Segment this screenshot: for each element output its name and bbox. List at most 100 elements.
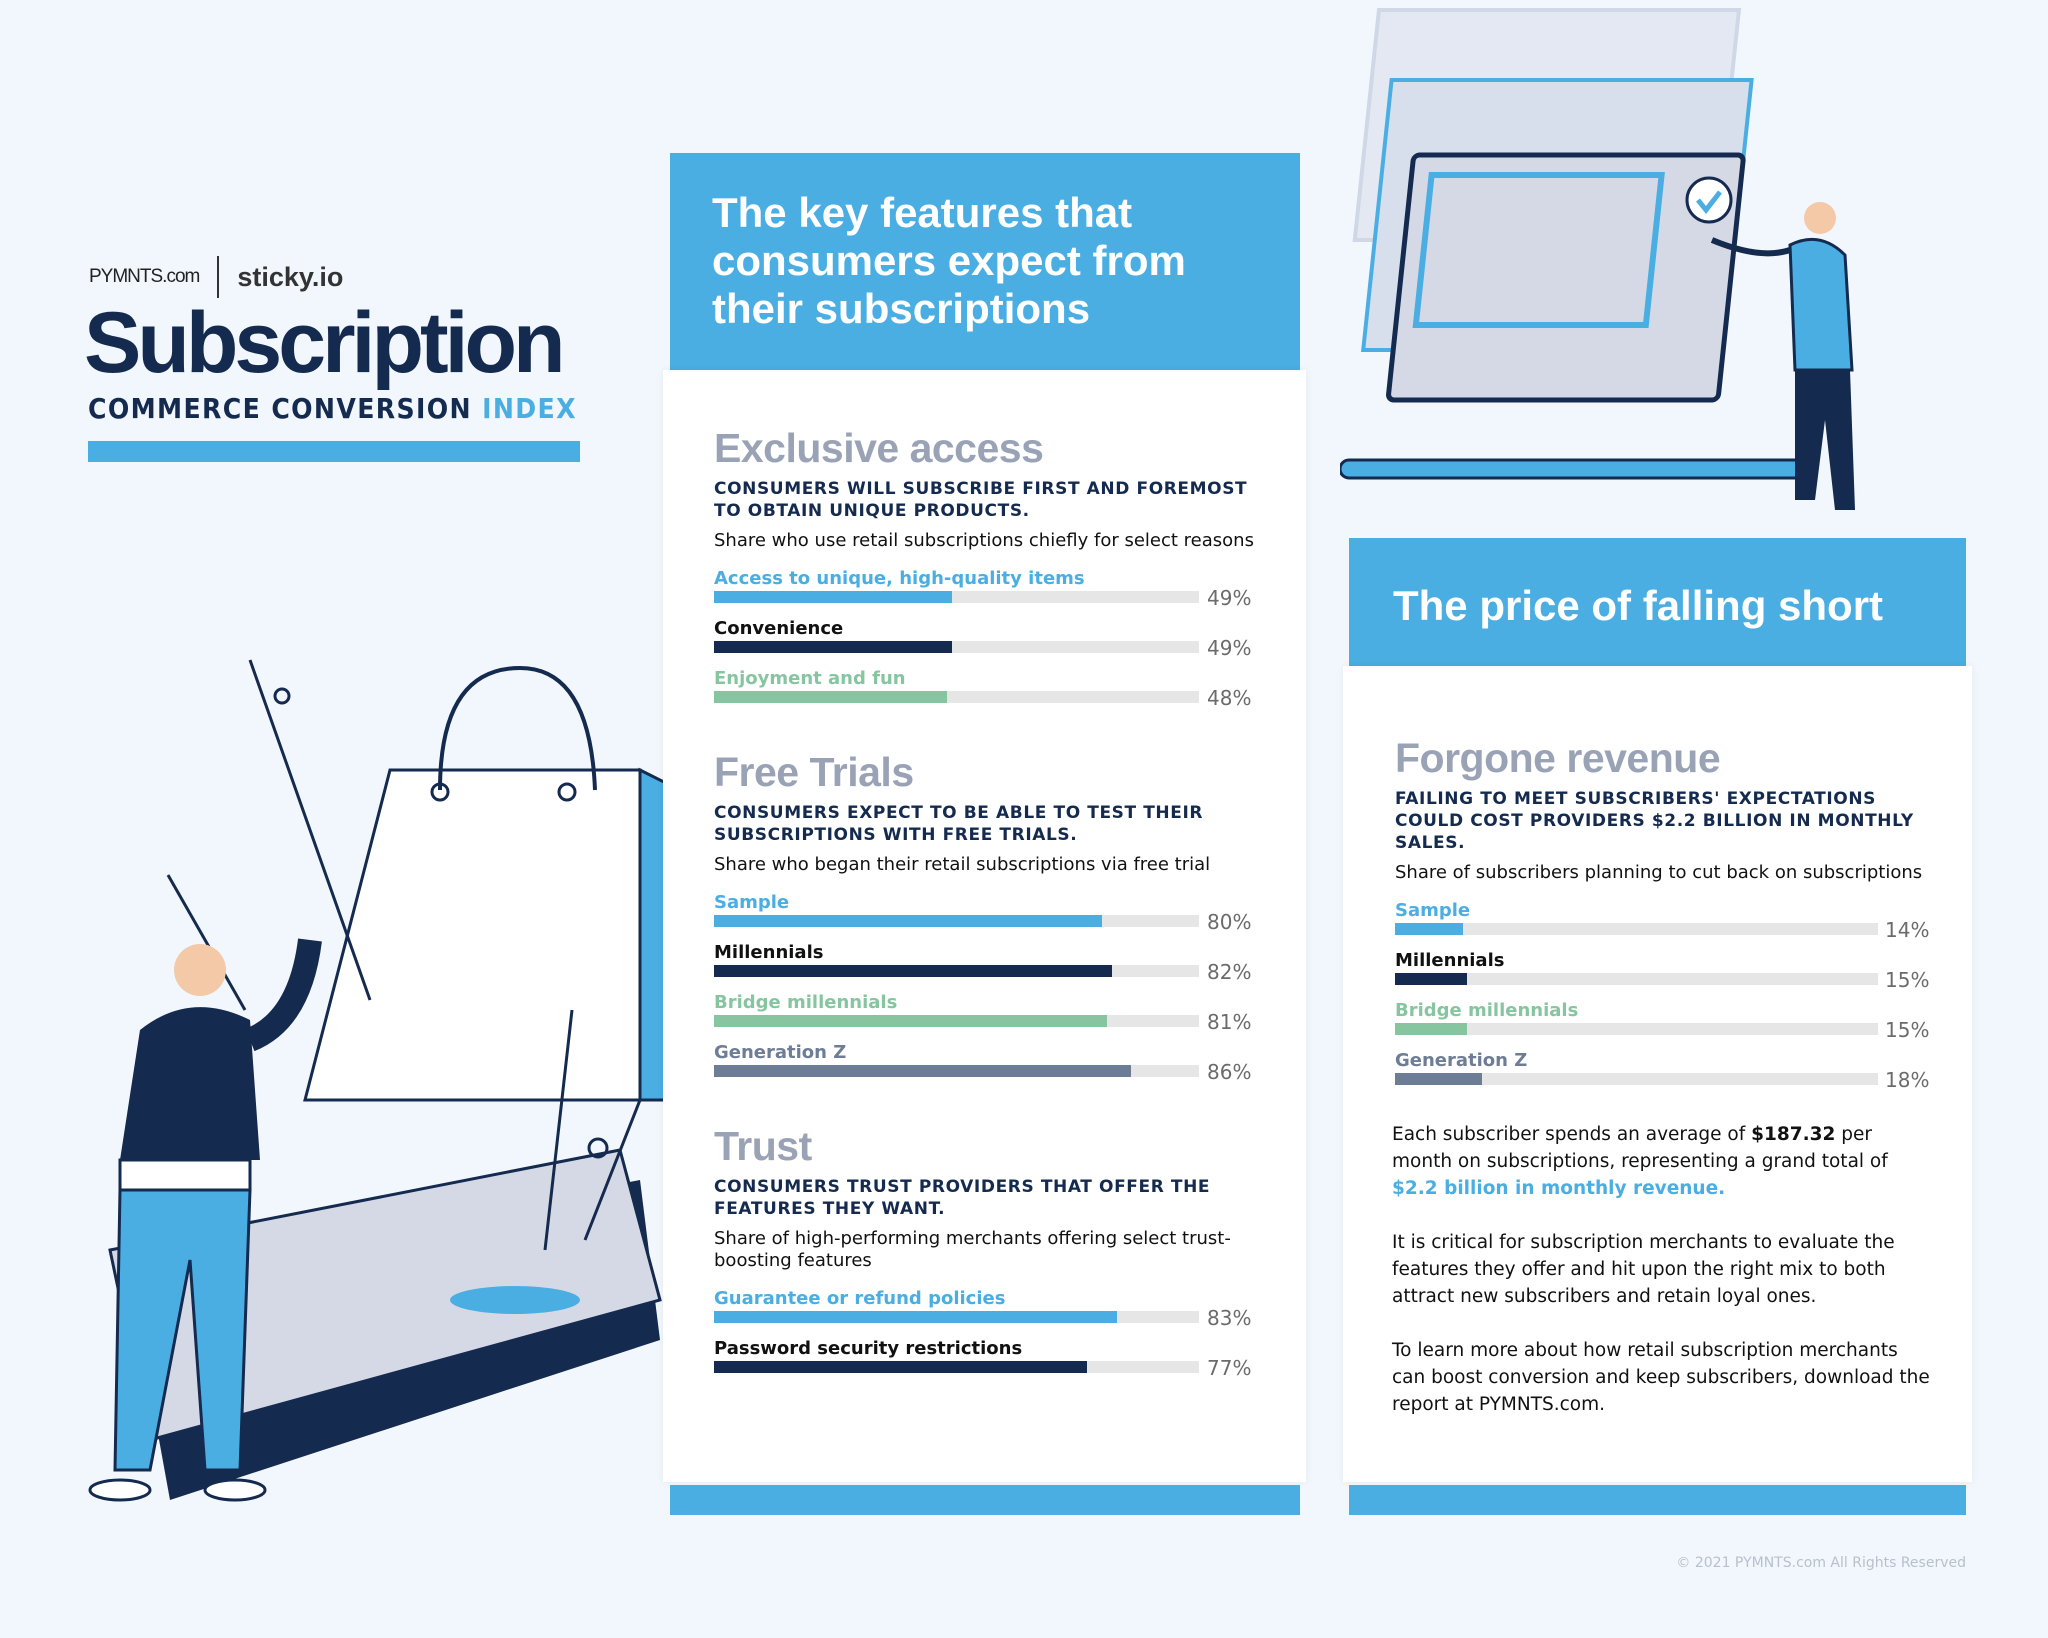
bar-track xyxy=(1395,923,1878,935)
bar-row: Generation Z 18% xyxy=(1395,1050,1935,1100)
price-header: The price of falling short xyxy=(1349,538,1966,666)
bar-value: 15% xyxy=(1885,968,1930,992)
bar-fill xyxy=(714,1015,1107,1027)
bar-track xyxy=(714,1311,1199,1323)
section-caption: CONSUMERS WILL SUBSCRIBE FIRST AND FOREM… xyxy=(714,479,1248,521)
bar-track xyxy=(714,1065,1199,1077)
bar-value: 14% xyxy=(1885,918,1930,942)
section-title: Exclusive access xyxy=(714,425,1044,471)
bar-track xyxy=(714,915,1199,927)
bar-row: Millennials 15% xyxy=(1395,950,1935,1000)
features-content: Exclusive access CONSUMERS WILL SUBSCRIB… xyxy=(714,424,1274,1388)
subtitle-accent: INDEX xyxy=(482,392,577,425)
bar-fill xyxy=(714,691,947,703)
section: Trust CONSUMERS TRUST PROVIDERS THAT OFF… xyxy=(714,1122,1274,1388)
bar-row: Bridge millennials 81% xyxy=(714,992,1274,1042)
bar-value: 49% xyxy=(1207,636,1252,660)
price-paragraphs: Each subscriber spends an average of $18… xyxy=(1392,1121,1932,1418)
bar-value: 49% xyxy=(1207,586,1252,610)
bar-fill xyxy=(714,965,1112,977)
bar-row: Sample 80% xyxy=(714,892,1274,942)
bar-value: 86% xyxy=(1207,1060,1252,1084)
bar-label: Millennials xyxy=(714,942,824,963)
section-title: Trust xyxy=(714,1123,812,1169)
bar-fill xyxy=(1395,973,1468,985)
bar-label: Sample xyxy=(714,892,790,913)
logos: PYMNTS.com sticky.io xyxy=(89,256,343,298)
copyright: © 2021 PYMNTS.com All Rights Reserved xyxy=(1676,1555,1966,1571)
section-description: Share of high-performing merchants offer… xyxy=(714,1228,1231,1271)
bar-label: Bridge millennials xyxy=(1395,1000,1579,1021)
bar-label: Generation Z xyxy=(714,1042,847,1063)
bar-track xyxy=(714,691,1199,703)
bar-value: 18% xyxy=(1885,1068,1930,1092)
bar-row: Access to unique, high-quality items 49% xyxy=(714,568,1274,618)
bar-label: Millennials xyxy=(1395,950,1505,971)
report-subtitle: COMMERCE CONVERSION INDEX xyxy=(88,392,577,426)
sticky-logo: sticky.io xyxy=(237,261,344,292)
bar-label: Enjoyment and fun xyxy=(714,668,906,689)
bar-row: Guarantee or refund policies 83% xyxy=(714,1288,1274,1338)
learn-more-paragraph: To learn more about how retail subscript… xyxy=(1392,1340,1930,1415)
section: Exclusive access CONSUMERS WILL SUBSCRIB… xyxy=(714,424,1274,718)
bar-label: Sample xyxy=(1395,900,1471,921)
section-description: Share who began their retail subscriptio… xyxy=(714,854,1211,875)
bar-track xyxy=(714,641,1199,653)
bar-track xyxy=(714,1015,1199,1027)
bar-value: 48% xyxy=(1207,686,1252,710)
section: Free Trials CONSUMERS EXPECT TO BE ABLE … xyxy=(714,748,1274,1092)
bar-label: Access to unique, high-quality items xyxy=(714,568,1085,589)
title-bar xyxy=(88,441,580,462)
spend-paragraph: Each subscriber spends an average of $18… xyxy=(1392,1124,1888,1199)
divider xyxy=(217,256,220,298)
bar-value: 80% xyxy=(1207,910,1252,934)
bar-value: 81% xyxy=(1207,1010,1252,1034)
section-title: Forgone revenue xyxy=(1395,735,1721,781)
bar-row: Convenience 49% xyxy=(714,618,1274,668)
bar-row: Millennials 82% xyxy=(714,942,1274,992)
laptop-illustration xyxy=(1340,8,1855,510)
section-title: Free Trials xyxy=(714,749,914,795)
bar-row: Generation Z 86% xyxy=(714,1042,1274,1092)
bar-value: 83% xyxy=(1207,1306,1252,1330)
bar-track xyxy=(714,591,1199,603)
bar-fill xyxy=(714,1065,1132,1077)
features-header: The key features that consumers expect f… xyxy=(670,153,1300,370)
bar-row: Password security restrictions 77% xyxy=(714,1338,1274,1388)
bar-track xyxy=(1395,973,1878,985)
bar-label: Convenience xyxy=(714,618,844,639)
bar-value: 15% xyxy=(1885,1018,1930,1042)
bar-label: Bridge millennials xyxy=(714,992,898,1013)
subtitle-main: COMMERCE CONVERSION xyxy=(88,392,472,425)
section-description: Share of subscribers planning to cut bac… xyxy=(1395,862,1923,883)
bar-value: 82% xyxy=(1207,960,1252,984)
features-footer-bar xyxy=(670,1485,1300,1515)
section-caption: FAILING TO MEET SUBSCRIBERS' EXPECTATION… xyxy=(1395,789,1914,853)
bar-fill xyxy=(714,591,952,603)
section: Forgone revenue FAILING TO MEET SUBSCRIB… xyxy=(1395,734,1935,1100)
critical-paragraph: It is critical for subscription merchant… xyxy=(1392,1232,1895,1307)
pymnts-logo: PYMNTS.com xyxy=(89,266,200,287)
shopping-illustration xyxy=(88,659,670,1502)
section-description: Share who use retail subscriptions chief… xyxy=(714,530,1254,551)
bar-fill xyxy=(1395,923,1463,935)
bar-fill xyxy=(714,1311,1117,1323)
price-footer-bar xyxy=(1349,1485,1966,1515)
bar-fill xyxy=(714,915,1102,927)
bar-track xyxy=(1395,1023,1878,1035)
bar-row: Bridge millennials 15% xyxy=(1395,1000,1935,1050)
section-caption: CONSUMERS EXPECT TO BE ABLE TO TEST THEI… xyxy=(714,803,1204,845)
bar-track xyxy=(714,965,1199,977)
bar-track xyxy=(714,1361,1199,1373)
bar-row: Sample 14% xyxy=(1395,900,1935,950)
report-title: Subscription xyxy=(84,295,566,391)
price-content: Forgone revenue FAILING TO MEET SUBSCRIB… xyxy=(1395,734,1935,1100)
bar-label: Guarantee or refund policies xyxy=(714,1288,1006,1309)
bar-fill xyxy=(714,1361,1088,1373)
bar-label: Password security restrictions xyxy=(714,1338,1023,1359)
bar-label: Generation Z xyxy=(1395,1050,1528,1071)
bar-fill xyxy=(714,641,952,653)
bar-value: 77% xyxy=(1207,1356,1252,1380)
bar-fill xyxy=(1395,1023,1468,1035)
bar-row: Enjoyment and fun 48% xyxy=(714,668,1274,718)
